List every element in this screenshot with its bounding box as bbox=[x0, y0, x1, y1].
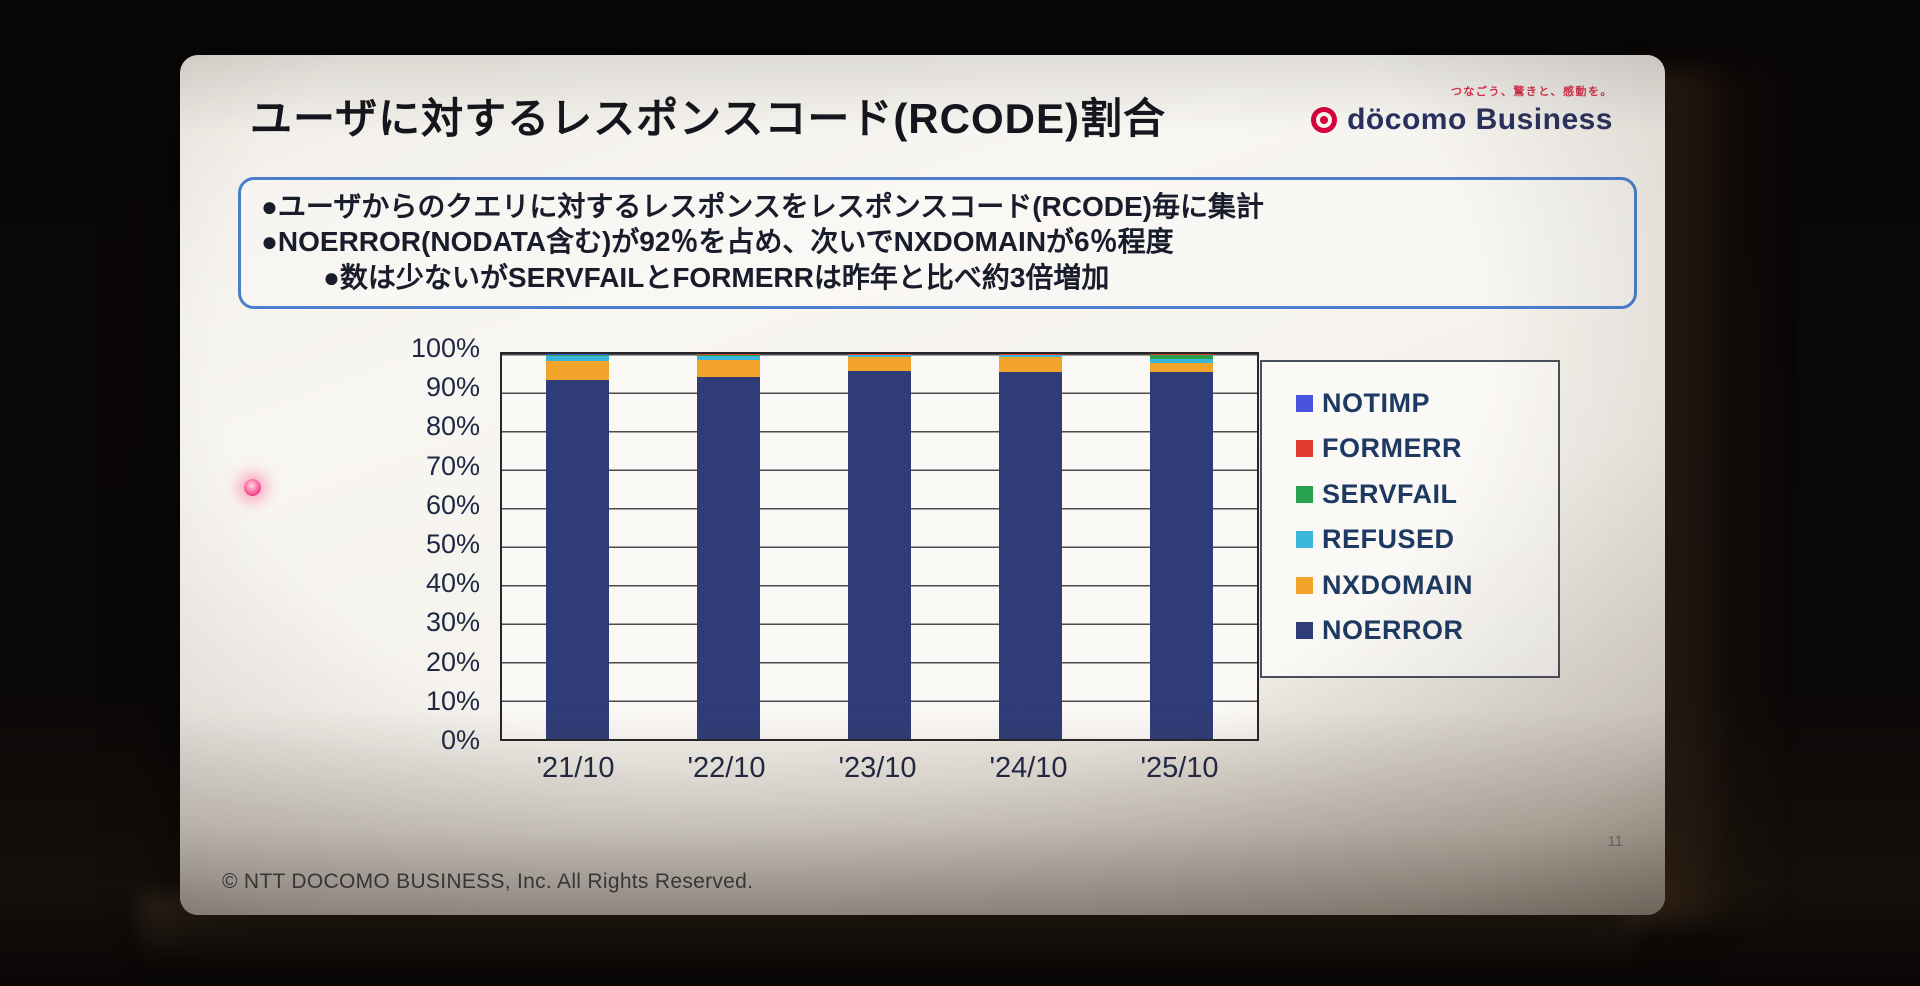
segment-noerror bbox=[998, 371, 1063, 739]
slide-title: ユーザに対するレスポンスコード(RCODE)割合 bbox=[250, 95, 1166, 142]
x-tick-label: '21/10 bbox=[536, 752, 615, 784]
copyright-footer: © NTT DOCOMO BUSINESS, Inc. All Rights R… bbox=[222, 870, 754, 893]
stacked-bar-2110 bbox=[545, 354, 610, 739]
y-tick-label: 50% bbox=[425, 528, 480, 559]
bullet-line: ●NOERROR(NODATA含む)が92％を占め、次いでNXDOMAINが6％… bbox=[261, 226, 1174, 258]
segment-refused bbox=[847, 355, 912, 358]
segment-noerror bbox=[545, 380, 610, 739]
legend-label: NOTIMP bbox=[1322, 388, 1430, 418]
segment-nxdomain bbox=[545, 361, 610, 381]
segment-servfail bbox=[696, 354, 761, 356]
legend-item-notimp: NOTIMP bbox=[1296, 388, 1558, 419]
y-axis: 100% 90% 80% 70% 60% 50% 40% 30% 20% 10% 0% bbox=[375, 335, 480, 754]
segment-servfail bbox=[847, 354, 912, 356]
y-tick-label: 10% bbox=[425, 685, 480, 716]
segment-formerr bbox=[1149, 354, 1214, 356]
bar-slot bbox=[502, 354, 653, 739]
x-tick-label: '23/10 bbox=[838, 752, 917, 784]
bar-slot bbox=[1106, 354, 1257, 739]
plot-area bbox=[500, 352, 1259, 741]
segment-servfail bbox=[1149, 355, 1214, 360]
presentation-slide: ユーザに対するレスポンスコード(RCODE)割合 つなごう、驚きと、感動を。 d… bbox=[180, 55, 1665, 915]
segment-refused bbox=[998, 355, 1063, 358]
segment-notimp bbox=[545, 354, 610, 355]
segment-refused bbox=[545, 355, 610, 362]
laser-pointer-dot bbox=[244, 479, 261, 496]
page-number: 11 bbox=[1607, 833, 1623, 850]
legend-swatch bbox=[1296, 531, 1313, 549]
segment-refused bbox=[696, 355, 761, 361]
bar-slot bbox=[804, 354, 955, 739]
segment-servfail bbox=[545, 355, 610, 356]
chart-legend: NOTIMP FORMERR SERVFAIL REFUSED NXDOMAIN NOER… bbox=[1260, 360, 1560, 678]
y-tick-label: 60% bbox=[425, 489, 480, 520]
legend-swatch bbox=[1296, 621, 1313, 639]
segment-nxdomain bbox=[1149, 362, 1214, 373]
y-tick-label: 70% bbox=[425, 450, 480, 481]
x-tick-label: '22/10 bbox=[687, 752, 766, 784]
x-axis: '21/10 '22/10 '23/10 '24/10 '25/10 bbox=[500, 752, 1255, 785]
summary-box: ●ユーザからのクエリに対するレスポンスをレスポンスコード(RCODE)毎に集計 … bbox=[238, 177, 1637, 309]
legend-item-formerr: FORMERR bbox=[1296, 433, 1558, 464]
legend-swatch bbox=[1296, 576, 1313, 594]
y-tick-label: 90% bbox=[425, 372, 480, 403]
docomo-logo-icon bbox=[1311, 107, 1338, 133]
y-tick-label: 20% bbox=[425, 646, 480, 677]
stacked-bar-2510 bbox=[1149, 354, 1214, 739]
legend-item-nxdomain: NXDOMAIN bbox=[1296, 570, 1558, 601]
docomo-business-logo: つなごう、驚きと、感動を。 döcomo Business bbox=[1311, 83, 1613, 137]
x-tick-label: '24/10 bbox=[989, 752, 1068, 784]
legend-item-servfail: SERVFAIL bbox=[1296, 479, 1558, 510]
segment-noerror bbox=[696, 377, 761, 739]
y-tick-label: 30% bbox=[425, 607, 480, 638]
segment-servfail bbox=[998, 354, 1063, 356]
legend-swatch bbox=[1296, 485, 1313, 503]
segment-formerr bbox=[545, 354, 610, 356]
y-tick-label: 80% bbox=[425, 411, 480, 442]
bar-slot bbox=[653, 354, 804, 739]
legend-label: NXDOMAIN bbox=[1322, 569, 1473, 600]
bar-slot bbox=[955, 354, 1106, 739]
y-tick-label: 0% bbox=[440, 724, 480, 755]
stacked-bar-2310 bbox=[847, 354, 912, 739]
bars-container bbox=[502, 354, 1257, 739]
stacked-bar-2210 bbox=[696, 354, 761, 739]
logo-brand-text: döcomo Business bbox=[1347, 103, 1613, 136]
bullet-line: ●数は少ないがSERVFAILとFORMERRは昨年と比べ約3倍増加 bbox=[323, 261, 1110, 293]
legend-label: SERVFAIL bbox=[1322, 478, 1458, 509]
segment-noerror bbox=[1149, 372, 1214, 739]
stacked-bar-2410 bbox=[998, 354, 1063, 739]
legend-swatch bbox=[1296, 440, 1313, 458]
segment-nxdomain bbox=[696, 360, 761, 378]
segment-noerror bbox=[847, 370, 912, 739]
legend-label: REFUSED bbox=[1322, 524, 1455, 555]
segment-refused bbox=[1149, 359, 1214, 363]
x-tick-label: '25/10 bbox=[1140, 752, 1219, 784]
segment-nxdomain bbox=[847, 357, 912, 371]
legend-label: FORMERR bbox=[1322, 433, 1462, 464]
logo-tagline: つなごう、驚きと、感動を。 bbox=[1450, 86, 1613, 98]
legend-swatch bbox=[1296, 395, 1313, 412]
legend-label: NOERROR bbox=[1322, 614, 1464, 645]
legend-item-refused: REFUSED bbox=[1296, 524, 1558, 555]
y-tick-label: 40% bbox=[425, 568, 480, 599]
y-tick-label: 100% bbox=[410, 333, 480, 363]
legend-item-noerror: NOERROR bbox=[1296, 615, 1558, 646]
bullet-line: ●ユーザからのクエリに対するレスポンスをレスポンスコード(RCODE)毎に集計 bbox=[261, 191, 1265, 222]
segment-nxdomain bbox=[998, 357, 1063, 372]
